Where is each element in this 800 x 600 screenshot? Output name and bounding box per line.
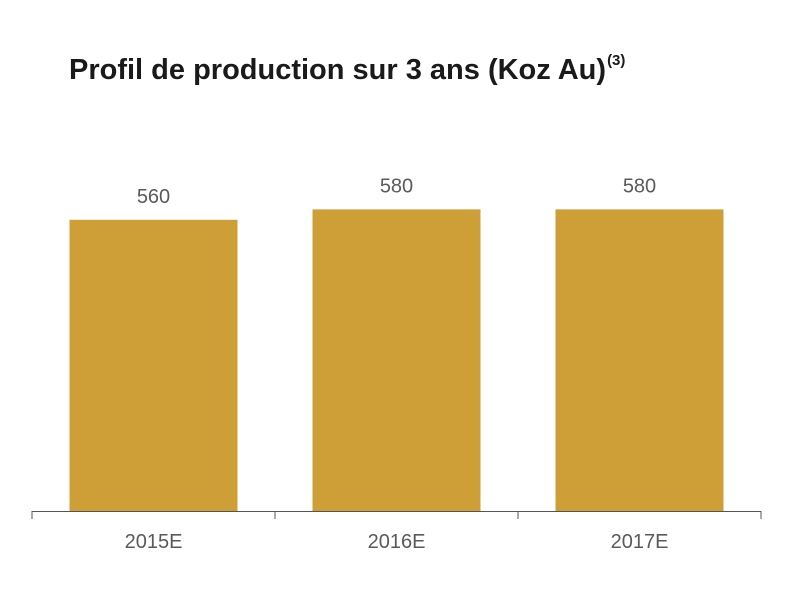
x-axis [31, 511, 762, 519]
data-label-2016E: 580 [380, 175, 413, 197]
labels-group: 560 2015E 580 2016E 580 2017E [125, 175, 669, 553]
data-label-2015E: 560 [137, 186, 170, 208]
bars-group [69, 209, 724, 512]
data-label-2017E: 580 [623, 175, 656, 197]
bar-2016E [312, 209, 481, 511]
chart-title: Profil de production sur 3 ans (Koz Au)(… [69, 52, 625, 87]
x-tick-label-2016E: 2016E [368, 531, 426, 553]
chart-title-text: Profil de production sur 3 ans (Koz Au) [69, 54, 607, 86]
x-tick-label-2017E: 2017E [611, 531, 669, 553]
bar-2015E [69, 219, 238, 512]
chart-title-footnote: (3) [607, 52, 626, 69]
bar-2017E [555, 209, 724, 511]
x-tick-label-2015E: 2015E [125, 531, 183, 553]
